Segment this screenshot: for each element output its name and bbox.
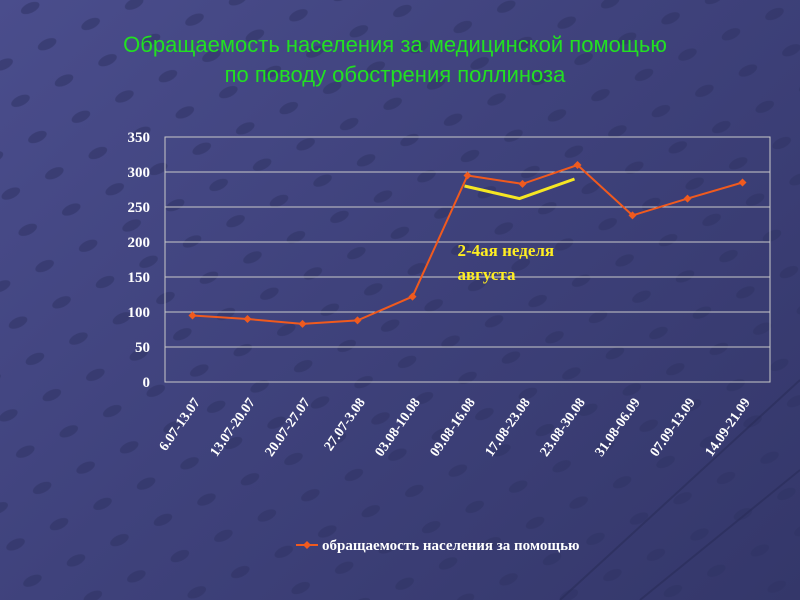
highlight-layer [464,177,576,201]
legend-label: обращаемость населения за помощью [322,538,579,554]
data-point-8 [628,211,637,220]
x-tick-label-9: 07.09-13.09 [648,396,699,460]
chart-title-line1: Обращаемость населения за медицинской по… [123,32,667,57]
data-point-5 [463,171,472,180]
data-point-6 [518,179,527,188]
data-point-0 [188,311,197,320]
data-point-4 [408,292,417,301]
y-tick-label-50: 50 [135,340,150,356]
series-layer [188,161,747,328]
x-tick-label-6: 17.08-23.08 [483,396,534,460]
y-tick-label-200: 200 [128,235,151,251]
annotation-line2: августа [458,265,516,284]
x-tick-label-8: 31.08-06.09 [593,396,644,460]
annotation-line1: 2-4ая неделя [458,241,555,260]
chart-title: Обращаемость населения за медицинской по… [0,30,790,90]
legend-marker [303,541,311,549]
data-point-1 [243,315,252,323]
y-axis-ticks: 0 50 100 150 200 250 300 350 [128,130,151,391]
x-tick-label-1: 13.07-20.07 [208,396,259,460]
x-tick-label-4: 03.08-10.08 [373,396,424,460]
x-tick-label-10: 14.09-21.09 [703,396,754,460]
data-point-2 [298,319,307,328]
plot-frame [164,136,771,383]
x-tick-label-3: 27.07-3.08 [322,396,369,454]
chart-title-line2: по поводу обострения поллиноза [224,62,566,87]
y-tick-label-150: 150 [128,270,151,286]
data-point-3 [353,316,362,325]
data-point-7 [573,161,582,169]
y-tick-label-350: 350 [128,130,151,146]
x-tick-label-5: 09.08-16.08 [428,396,479,460]
y-tick-label-250: 250 [128,200,151,216]
x-axis-ticks: 6.07-13.07 13.07-20.07 20.07-27.07 27.07-3.… [157,396,754,460]
x-tick-label-7: 23.08-30.08 [538,396,589,460]
annotation-layer: 2-4ая неделя августа [458,241,555,284]
highlight-line [464,177,576,201]
data-point-10 [738,178,747,187]
axis-layer [164,136,771,383]
x-tick-label-0: 6.07-13.07 [157,396,204,454]
y-tick-label-100: 100 [128,305,151,321]
x-tick-label-2: 20.07-27.07 [263,396,314,460]
legend: обращаемость населения за помощью [296,538,579,554]
data-point-9 [683,194,692,203]
y-tick-label-0: 0 [143,375,151,391]
y-tick-label-300: 300 [128,165,151,181]
